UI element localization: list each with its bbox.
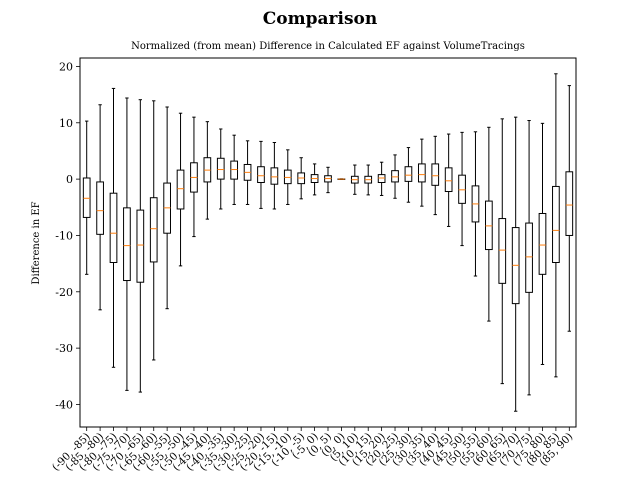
- box-body: [458, 174, 466, 204]
- box-3: [123, 97, 131, 391]
- box-21: [364, 164, 373, 196]
- box-body: [377, 174, 386, 184]
- box-body: [96, 181, 104, 235]
- y-axis-label: Difference in EF: [31, 201, 42, 284]
- box-8: [190, 116, 198, 238]
- box-35: [552, 73, 560, 378]
- box-25: [417, 138, 426, 207]
- box-6: [163, 106, 171, 310]
- box-body: [444, 167, 453, 193]
- y-tick-label: 20: [59, 60, 73, 73]
- chart-subtitle: Normalized (from mean) Difference in Cal…: [131, 41, 525, 52]
- box-body: [525, 222, 533, 293]
- box-29: [471, 131, 480, 277]
- box-28: [458, 131, 466, 247]
- box-body: [391, 170, 399, 183]
- box-body: [498, 218, 507, 284]
- box-body: [149, 197, 158, 263]
- box-31: [498, 118, 507, 385]
- y-tick-label: -20: [55, 286, 73, 299]
- axes-frame: [79, 57, 577, 428]
- box-24: [404, 147, 413, 203]
- box-0: [82, 120, 91, 275]
- box-body: [257, 166, 265, 184]
- box-11: [230, 134, 239, 205]
- box-36: [565, 85, 574, 332]
- y-tick-label: -40: [55, 398, 73, 411]
- box-1: [96, 104, 104, 311]
- box-20: [350, 164, 359, 195]
- box-16: [297, 157, 306, 200]
- box-body: [136, 209, 145, 283]
- box-2: [109, 87, 118, 368]
- box-14: [270, 142, 279, 210]
- box-body: [417, 163, 426, 183]
- box-body: [404, 166, 413, 182]
- box-body: [123, 207, 131, 282]
- box-32: [511, 116, 520, 412]
- chart-title: Comparison: [263, 9, 377, 29]
- box-body: [230, 160, 239, 180]
- box-body: [176, 169, 185, 210]
- box-body: [82, 177, 91, 218]
- box-body: [216, 157, 225, 180]
- y-tick-label: -10: [55, 229, 73, 242]
- y-tick-label: 10: [59, 117, 73, 130]
- y-tick-label: -30: [55, 342, 73, 355]
- box-12: [243, 140, 252, 205]
- box-body: [270, 167, 279, 185]
- box-23: [391, 154, 399, 199]
- box-4: [136, 99, 145, 393]
- box-22: [377, 161, 386, 196]
- box-body: [431, 163, 440, 186]
- box-10: [216, 128, 225, 210]
- y-tick-label: 0: [66, 173, 73, 186]
- box-7: [176, 112, 185, 267]
- box-18: [324, 166, 332, 194]
- box-body: [485, 200, 493, 251]
- box-body: [109, 192, 118, 263]
- box-26: [431, 135, 440, 216]
- box-body: [538, 212, 547, 275]
- box-body: [552, 185, 560, 263]
- box-30: [485, 126, 493, 322]
- box-27: [444, 133, 453, 227]
- box-9: [203, 121, 212, 220]
- box-5: [149, 100, 158, 361]
- box-33: [525, 120, 533, 396]
- box-19: [337, 178, 346, 180]
- box-body: [565, 171, 574, 236]
- box-17: [310, 163, 319, 196]
- box-34: [538, 122, 547, 365]
- box-body: [283, 169, 292, 185]
- box-15: [283, 149, 292, 205]
- box-13: [257, 140, 265, 209]
